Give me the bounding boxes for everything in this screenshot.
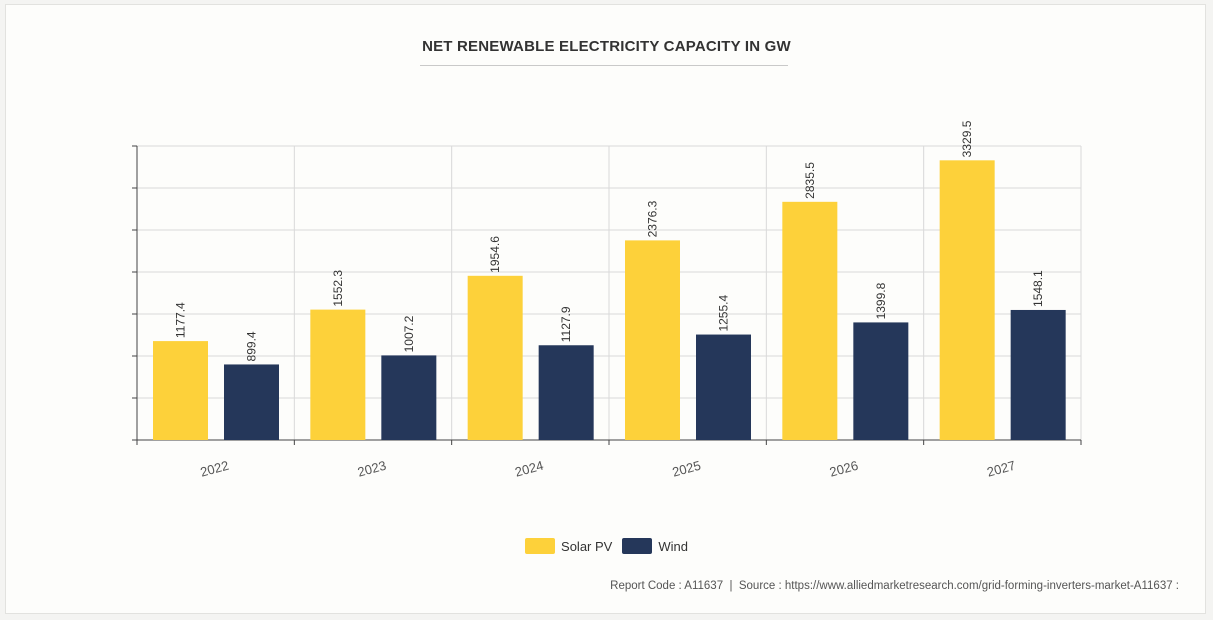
x-tick-label-2022: 2022 (199, 458, 231, 480)
bar-wind-2025[interactable] (696, 334, 751, 440)
x-tick-label-2025: 2025 (671, 458, 703, 480)
legend-label-solar-pv: Solar PV (561, 538, 613, 554)
legend-swatch-wind (622, 538, 653, 554)
chart-card (5, 4, 1206, 614)
legend: Solar PV Wind (0, 538, 1213, 554)
bar-solar-pv-2026[interactable] (782, 201, 838, 440)
data-label-solar-pv-2025: 2376.3 (646, 200, 660, 237)
data-label-solar-pv-2026: 2835.5 (803, 162, 817, 199)
bar-wind-2026[interactable] (853, 322, 909, 440)
title-underline (420, 65, 788, 66)
bar-wind-2024[interactable] (538, 345, 594, 440)
bar-wind-2027[interactable] (1010, 309, 1066, 440)
data-label-wind-2026: 1399.8 (874, 282, 888, 319)
data-labels: 1177.4 899.4 1552.3 1007.2 1954.6 1127.9 2376.… (174, 120, 1046, 361)
bar-solar-pv-2025[interactable] (625, 240, 680, 440)
legend-label-wind: Wind (658, 538, 688, 554)
x-tick-label-2024: 2024 (513, 458, 545, 480)
bar-solar-pv-2022[interactable] (153, 341, 208, 440)
data-label-wind-2024: 1127.9 (559, 306, 573, 342)
data-label-solar-pv-2022: 1177.4 (174, 302, 188, 338)
bar-solar-pv-2027[interactable] (939, 160, 995, 440)
data-label-solar-pv-2023: 1552.3 (331, 270, 345, 307)
data-label-wind-2025: 1255.4 (717, 295, 731, 332)
bar-wind-2022[interactable] (224, 364, 279, 440)
legend-item-wind[interactable]: Wind (622, 538, 688, 554)
data-label-wind-2027: 1548.1 (1031, 270, 1045, 307)
data-label-wind-2023: 1007.2 (402, 315, 416, 352)
chart-title: NET RENEWABLE ELECTRICITY CAPACITY IN GW (422, 38, 791, 55)
legend-swatch-solar-pv (525, 538, 556, 554)
data-label-solar-pv-2024: 1954.6 (488, 236, 502, 273)
bar-solar-pv-2024[interactable] (467, 275, 523, 440)
x-tick-label-2023: 2023 (356, 458, 388, 480)
report-source-footer: Report Code : A11637 | Source : https://… (610, 580, 1179, 592)
data-label-solar-pv-2027: 3329.5 (960, 120, 974, 157)
bars (153, 160, 1066, 440)
bar-wind-2023[interactable] (381, 355, 437, 440)
legend-item-solar-pv[interactable]: Solar PV (525, 538, 612, 554)
data-label-wind-2022: 899.4 (245, 331, 259, 361)
x-tick-labels: 2022 2023 2024 2025 2026 2027 (199, 458, 1017, 480)
x-tick-label-2027: 2027 (985, 458, 1017, 480)
grid-lines (132, 145, 1082, 445)
bar-solar-pv-2023[interactable] (310, 309, 366, 440)
x-tick-label-2026: 2026 (828, 458, 860, 480)
